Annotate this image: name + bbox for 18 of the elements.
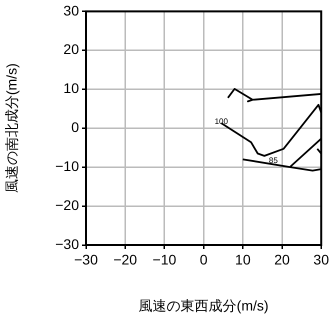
x-tick-label: −20: [113, 251, 138, 268]
x-tick-label: 20: [274, 251, 290, 268]
x-tick-label: 30: [313, 251, 330, 268]
x-tick-label: 0: [200, 251, 208, 268]
x-tick-label: 10: [235, 251, 251, 268]
y-tick-label: −30: [55, 236, 80, 252]
x-tick-label: −10: [152, 251, 176, 268]
x-tick-label: −30: [74, 251, 98, 268]
y-tick-label: 0: [71, 119, 80, 136]
y-tick-label: 20: [63, 41, 80, 58]
annotation: 85: [268, 156, 278, 166]
y-tick-label: 30: [63, 2, 80, 18]
y-tick-label: −20: [55, 196, 80, 213]
y-tick-label: −10: [55, 158, 80, 174]
y-axis-title: 風速の南北成分(m/s): [3, 63, 20, 194]
x-axis-title: 風速の東西成分(m/s): [138, 297, 269, 314]
y-tick-label: 10: [63, 80, 80, 96]
annotation: 100: [214, 117, 228, 126]
